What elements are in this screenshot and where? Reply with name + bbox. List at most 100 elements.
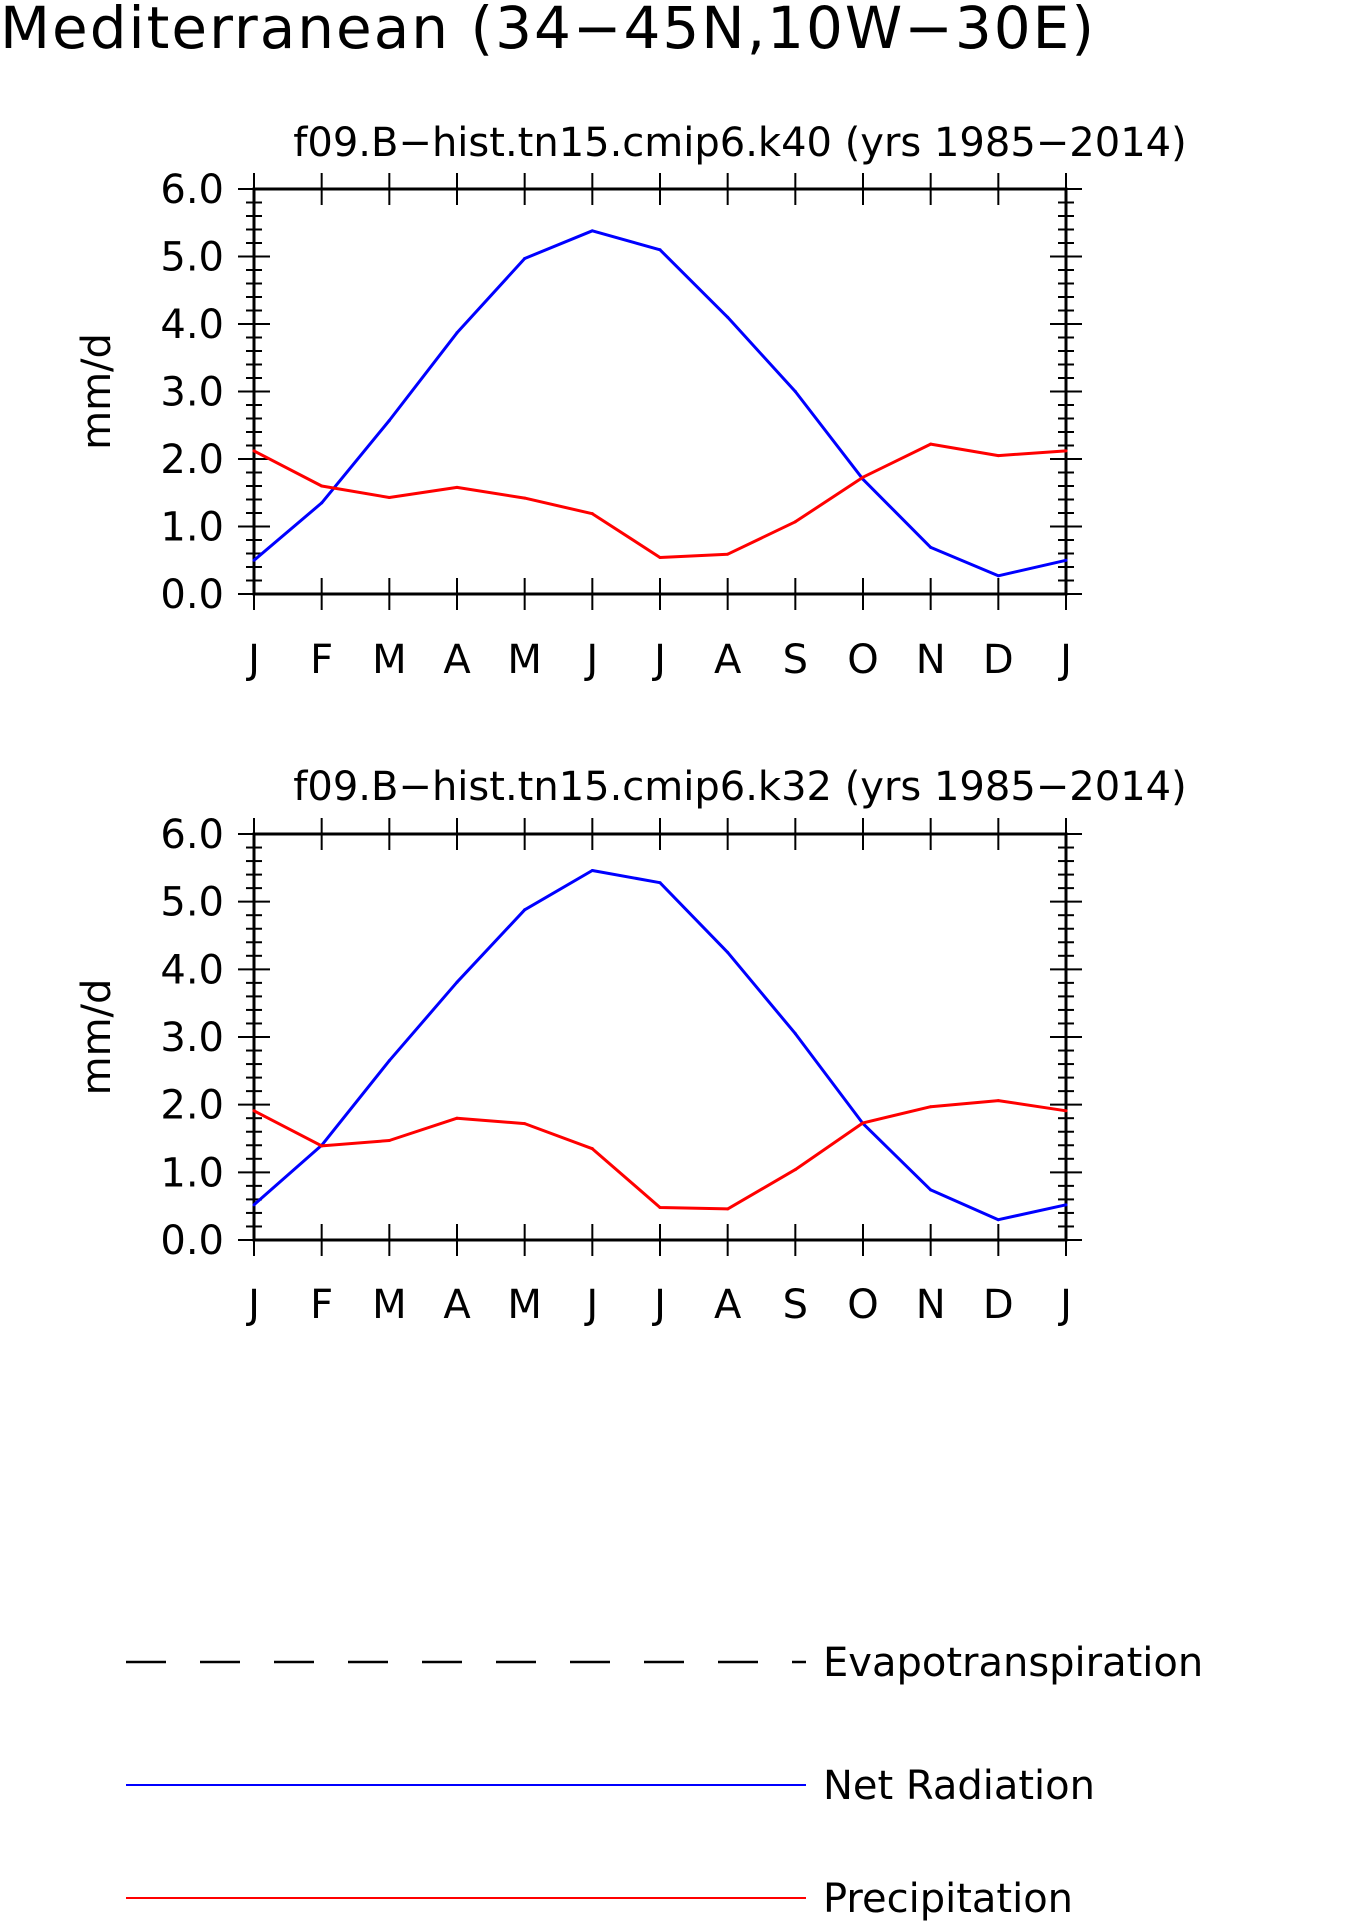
- data-point: [252, 449, 256, 453]
- data-point: [658, 1206, 662, 1210]
- x-tick-label: A: [714, 637, 742, 683]
- data-point: [658, 881, 662, 885]
- data-point: [455, 331, 459, 335]
- x-tick-label: M: [372, 637, 407, 683]
- data-point: [726, 1207, 730, 1211]
- data-point: [252, 558, 256, 562]
- data-point: [726, 950, 730, 954]
- x-tick-label: O: [847, 1282, 878, 1328]
- data-point: [658, 556, 662, 560]
- data-point: [590, 512, 594, 516]
- y-tick-label: 2.0: [160, 1083, 224, 1129]
- data-point: [929, 1188, 933, 1192]
- y-tick-label: 1.0: [160, 1150, 224, 1196]
- series-line-precipitation: [253, 1099, 1067, 1211]
- y-tick-label: 4.0: [160, 947, 224, 993]
- data-point: [590, 1147, 594, 1151]
- x-tick-label: J: [651, 637, 666, 683]
- data-point: [320, 484, 324, 488]
- chart-panel-k40: f09.B−hist.tn15.cmip6.k40 (yrs 1985−2014…: [74, 120, 1187, 683]
- x-tick-label: F: [310, 1282, 333, 1328]
- panel-title: f09.B−hist.tn15.cmip6.k32 (yrs 1985−2014…: [293, 764, 1186, 810]
- data-point: [455, 980, 459, 984]
- y-tick-label: 4.0: [160, 302, 224, 348]
- x-tick-label: A: [714, 1282, 742, 1328]
- series-line-precipitation: [253, 442, 1067, 559]
- x-tick-label: A: [443, 637, 471, 683]
- data-point: [1064, 558, 1068, 562]
- data-point: [793, 1032, 797, 1036]
- y-tick-label: 2.0: [160, 437, 224, 483]
- data-point: [793, 1168, 797, 1172]
- y-tick-label: 0.0: [160, 572, 224, 618]
- x-tick-label: S: [783, 637, 808, 683]
- plot-frame: [252, 832, 1068, 1242]
- data-point: [387, 1059, 391, 1063]
- data-point: [252, 1203, 256, 1207]
- data-point: [861, 1121, 865, 1125]
- x-tick-label: M: [507, 637, 542, 683]
- y-tick-label: 5.0: [160, 235, 224, 281]
- panel-title: f09.B−hist.tn15.cmip6.k40 (yrs 1985−2014…: [293, 120, 1186, 166]
- x-tick-label: D: [983, 1282, 1014, 1328]
- data-point: [929, 1105, 933, 1109]
- legend-label: Net Radiation: [823, 1763, 1095, 1809]
- x-tick-label: S: [783, 1282, 808, 1328]
- x-tick-label: N: [916, 637, 946, 683]
- data-point: [996, 574, 1000, 578]
- data-point: [996, 454, 1000, 458]
- data-point: [996, 1099, 1000, 1103]
- y-tick-label: 3.0: [160, 370, 224, 416]
- y-tick-label: 6.0: [160, 167, 224, 213]
- data-point: [387, 1139, 391, 1143]
- data-point: [523, 257, 527, 261]
- x-tick-label: M: [372, 1282, 407, 1328]
- data-point: [387, 419, 391, 423]
- data-point: [793, 520, 797, 524]
- data-point: [726, 552, 730, 556]
- y-tick-label: 0.0: [160, 1218, 224, 1264]
- x-tick-label: J: [651, 1282, 666, 1328]
- figure-title: Mediterranean (34−45N,10W−30E): [0, 0, 1096, 62]
- y-tick-label: 5.0: [160, 880, 224, 926]
- x-tick-label: A: [443, 1282, 471, 1328]
- data-point: [1064, 1109, 1068, 1113]
- data-point: [320, 1144, 324, 1148]
- data-point: [996, 1218, 1000, 1222]
- y-tick-label: 6.0: [160, 812, 224, 858]
- y-axis-label: mm/d: [74, 333, 120, 450]
- x-tick-label: F: [310, 637, 333, 683]
- data-point: [861, 475, 865, 479]
- data-point: [658, 248, 662, 252]
- data-point: [523, 1122, 527, 1126]
- legend: Evapotranspiration Net Radiation Precipita…: [126, 1640, 1203, 1922]
- data-point: [1064, 1203, 1068, 1207]
- data-point: [929, 545, 933, 549]
- data-point: [455, 1116, 459, 1120]
- data-point: [929, 442, 933, 446]
- x-tick-label: J: [583, 1282, 598, 1328]
- data-point: [590, 869, 594, 873]
- data-point: [252, 1109, 256, 1113]
- y-tick-label: 3.0: [160, 1015, 224, 1061]
- data-point: [523, 908, 527, 912]
- data-point: [793, 390, 797, 393]
- series-line-net-radiation: [253, 229, 1067, 578]
- x-tick-label: M: [507, 1282, 542, 1328]
- x-tick-label: J: [245, 1282, 260, 1328]
- data-point: [455, 485, 459, 489]
- y-tick-label: 1.0: [160, 505, 224, 551]
- x-tick-label: J: [245, 637, 260, 683]
- data-point: [590, 229, 594, 233]
- series-line-net-radiation: [253, 869, 1067, 1222]
- legend-label: Precipitation: [823, 1876, 1073, 1922]
- data-point: [320, 501, 324, 505]
- x-tick-label: O: [847, 637, 878, 683]
- x-tick-label: N: [916, 1282, 946, 1328]
- y-axis-label: mm/d: [74, 979, 120, 1096]
- x-tick-label: J: [1057, 637, 1072, 683]
- x-tick-label: D: [983, 637, 1014, 683]
- data-point: [523, 496, 527, 500]
- legend-label: Evapotranspiration: [823, 1640, 1203, 1686]
